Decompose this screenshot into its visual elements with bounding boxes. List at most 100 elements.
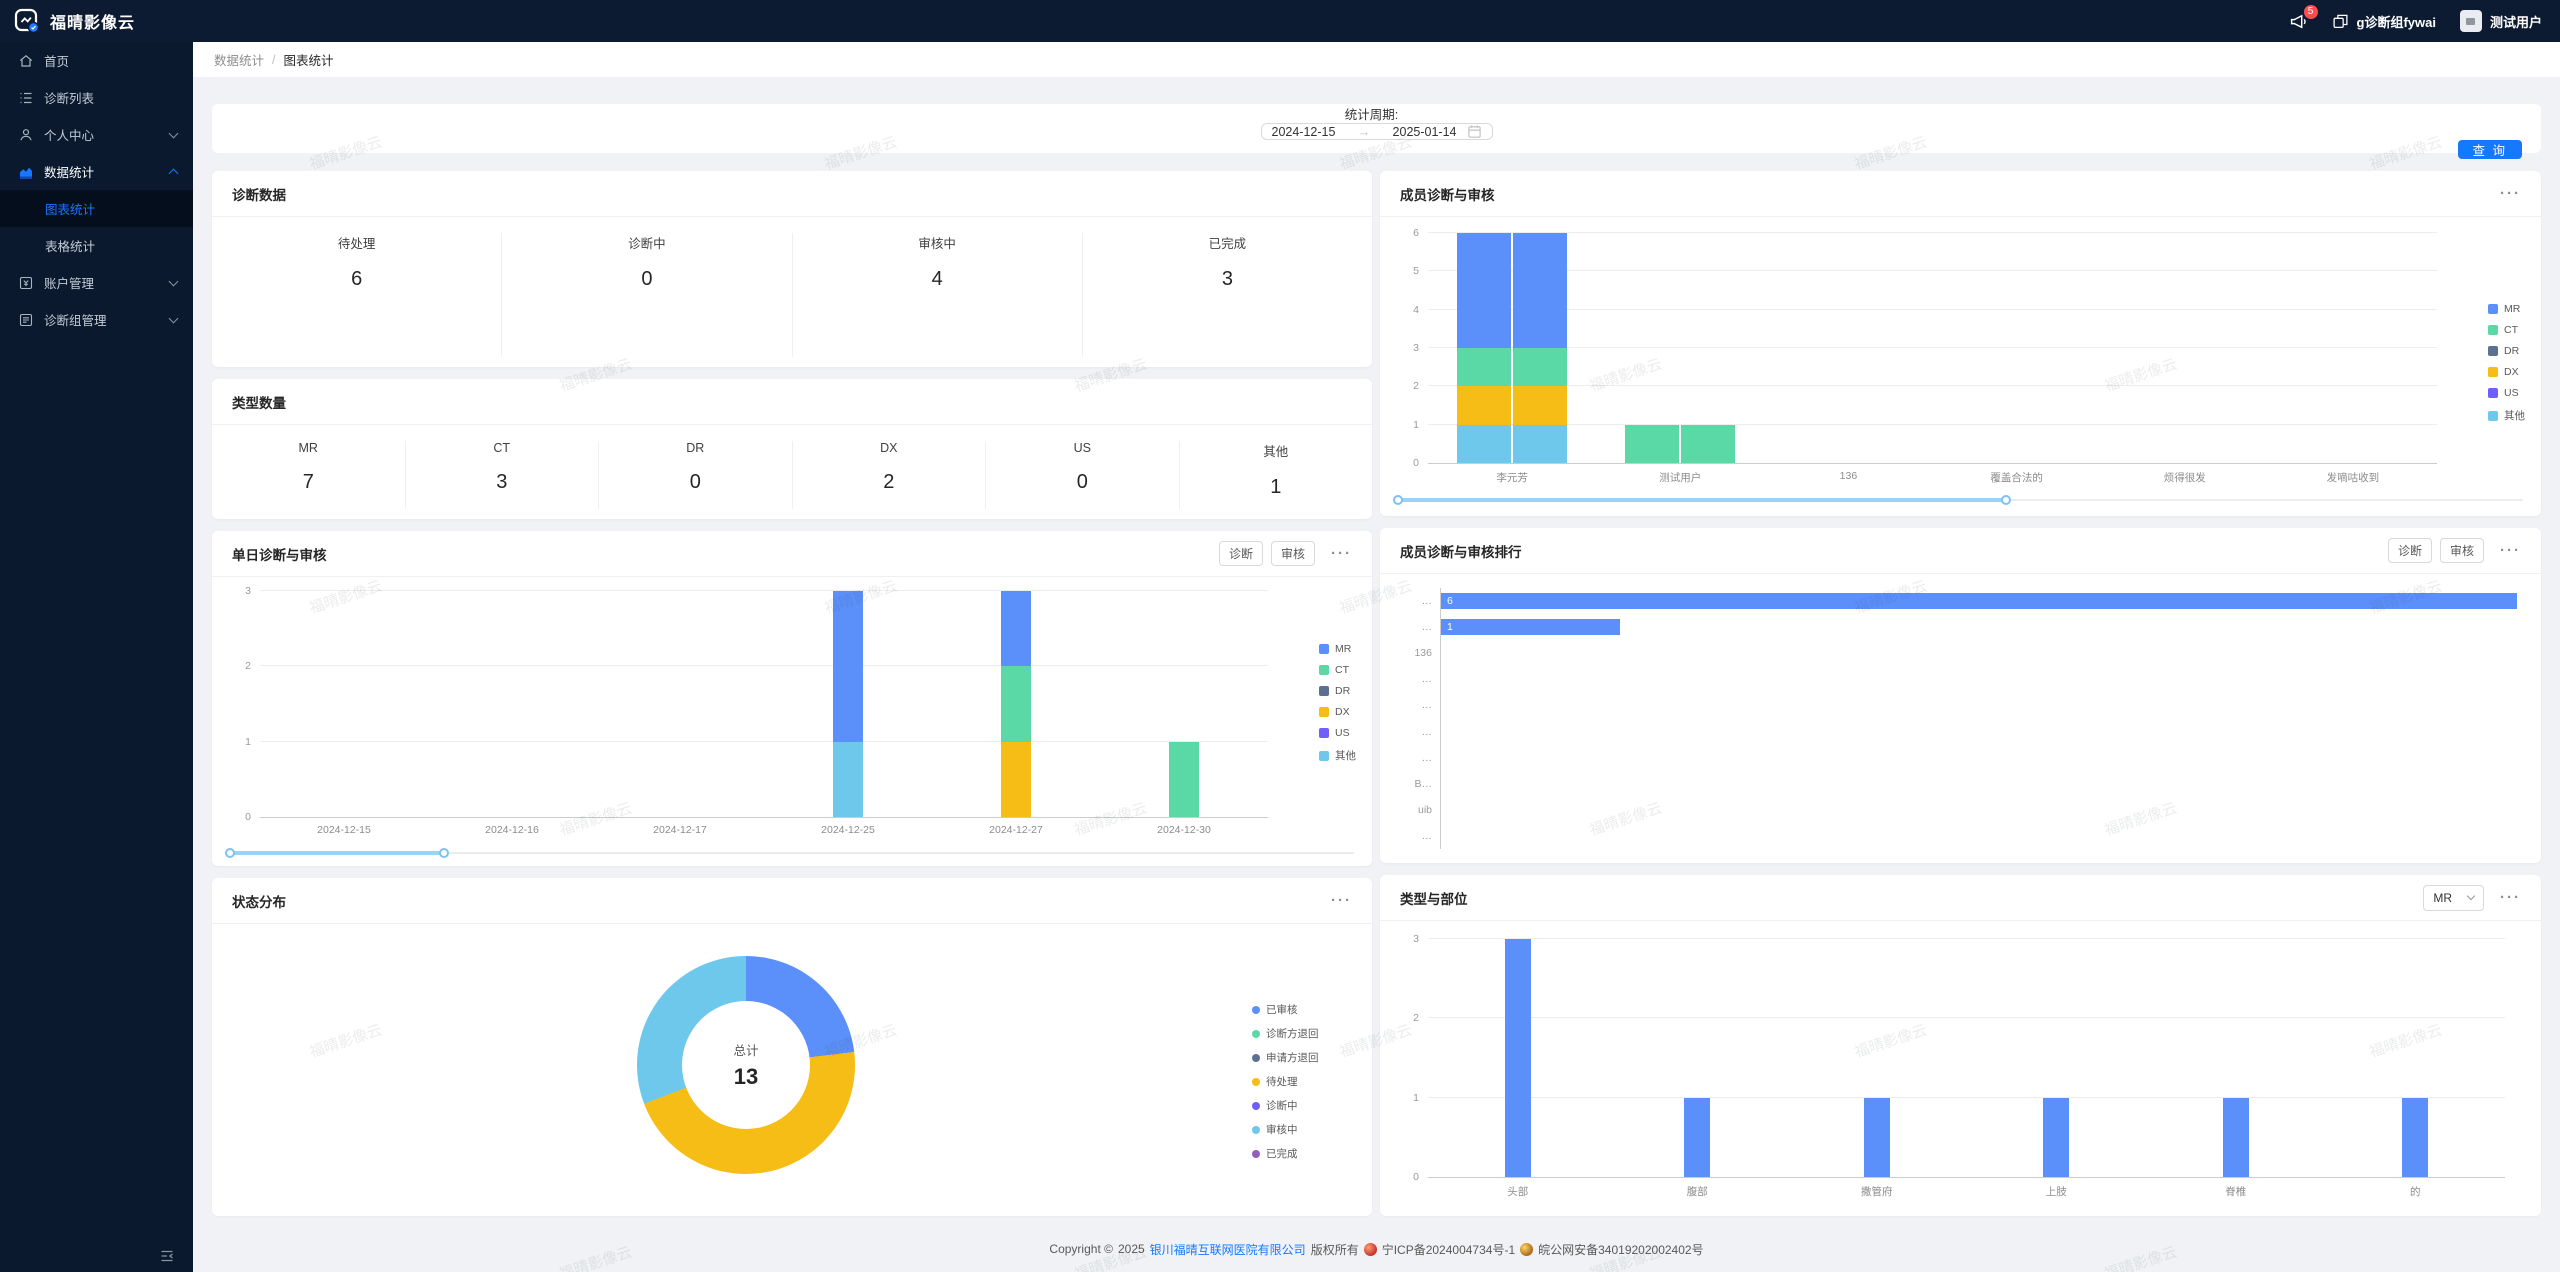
bar-segment [1863,1097,1890,1177]
legend-item[interactable]: MR [2488,303,2525,315]
legend-item[interactable]: US [2488,387,2525,399]
stat-value: 7 [302,471,314,493]
legend-item[interactable]: 审核中 [1252,1122,1319,1137]
gridline [1428,1096,2505,1098]
group-icon [18,312,34,328]
start-date-value[interactable]: 2024-12-15 [1271,124,1336,139]
legend-item[interactable]: 申请方退回 [1252,1050,1319,1065]
sidebar-item-table-statistics[interactable]: 表格统计 [0,227,193,264]
sidebar-item-personal-center[interactable]: 个人中心 [0,116,193,153]
stat-label: 待处理 [337,237,376,251]
chart-legend: MR CT DR DX US 其他 [2488,303,2525,423]
diagnosis-toggle-button[interactable]: 诊断 [1218,541,1263,566]
legend-label: DR [1335,685,1351,697]
legend-label: 已完成 [1266,1148,1298,1160]
sidebar-item-diagnosis-group-management[interactable]: 诊断组管理 [0,301,193,338]
review-toggle-button[interactable]: 审核 [2439,538,2484,563]
x-axis-label: 撒管府 [1861,1186,1893,1198]
legend-item[interactable]: 诊断中 [1252,1098,1319,1113]
date-range-picker[interactable]: 2024-12-15 → 2025-01-14 [1260,123,1493,140]
ranking-bar: 6 [1441,593,2517,610]
stat-label: DR [686,441,705,455]
gridline [260,590,1268,591]
more-icon[interactable]: ··· [1331,892,1352,909]
card-member-review: 成员诊断与审核 ··· 6 5 4 3 2 1 0 李元芳 测试用户 136 覆盖合法的 烦得很发 发嘀… [1380,171,2541,516]
legend-item[interactable]: 已完成 [1252,1146,1319,1161]
gridline [1428,385,2437,387]
x-axis-label: 测试用户 [1659,472,1702,484]
diagnosis-toggle-button[interactable]: 诊断 [2387,538,2432,563]
y-axis-tick: 4 [1413,303,1419,316]
legend-item[interactable]: DX [1319,706,1356,718]
sidebar-item-home[interactable]: 首页 [0,42,193,79]
chart-zoom-slider[interactable] [1393,494,2523,506]
modality-select[interactable]: MR [2423,884,2484,911]
review-toggle-button[interactable]: 审核 [1270,541,1315,566]
breadcrumb-parent[interactable]: 数据统计 [214,54,265,68]
legend-item[interactable]: MR [1319,643,1356,655]
area-chart-icon [18,164,34,180]
legend-item[interactable]: US [1319,727,1356,739]
end-date-value[interactable]: 2025-01-14 [1392,124,1457,139]
card-title: 类型与部位 [1400,891,1468,907]
slider-handle[interactable] [1393,495,1403,505]
user-menu[interactable]: 测试用户 [2459,10,2542,32]
gridline [1428,423,2437,425]
y-axis-tick: 2 [245,660,251,673]
slider-handle[interactable] [225,848,235,858]
more-icon[interactable]: ··· [2500,542,2521,559]
sidebar-collapse-button[interactable] [159,1248,175,1264]
legend-item[interactable]: DR [1319,685,1356,697]
bar [2222,1097,2249,1177]
icp-number[interactable]: 宁ICP备2024004734号-1 [1381,1242,1516,1257]
diagnosis-group-switcher[interactable]: g诊断组fywai [2332,12,2436,31]
sidebar-item-diagnosis-list[interactable]: 诊断列表 [0,79,193,116]
stat-item: 审核中 4 [793,233,1083,357]
legend-label: 申请方退回 [1266,1052,1319,1064]
overlapping-squares-icon [2332,13,2349,30]
stat-item: 其他 1 [1180,441,1373,509]
legend-item[interactable]: 已审核 [1252,1002,1319,1017]
notification-bell-button[interactable]: 5 [2289,3,2319,31]
bar-segment [1513,386,1568,425]
card-title: 单日诊断与审核 [232,547,327,563]
legend-item[interactable]: 诊断方退回 [1252,1026,1319,1041]
chart-zoom-slider[interactable] [225,847,1354,859]
bar-segment [2222,1097,2249,1177]
card-daily-review: 单日诊断与审核 诊断 审核 ··· 3 2 1 0 2024-12-15 2024-12-… [212,531,1372,866]
slider-handle[interactable] [438,848,449,858]
sidebar-item-data-statistics[interactable]: 数据统计 [0,153,193,190]
legend-item[interactable]: CT [1319,664,1356,676]
sidebar-item-chart-statistics[interactable]: 图表统计 [0,190,193,227]
x-axis-label: 李元芳 [1496,472,1528,484]
legend-item[interactable]: 待处理 [1252,1074,1319,1089]
stat-label: 已完成 [1208,237,1247,251]
ranking-row-label: 136 [1414,647,1432,660]
breadcrumb: 数据统计 / 图表统计 [193,42,2560,77]
bar [1684,1097,1711,1177]
more-icon[interactable]: ··· [2500,185,2521,202]
legend-item[interactable]: DR [2488,345,2525,357]
legend-item[interactable]: CT [2488,324,2525,336]
ranking-row-label: … [1421,621,1433,634]
police-number[interactable]: 皖公网安备34019202002402号 [1538,1242,1704,1257]
legend-item[interactable]: 其他 [1319,748,1356,763]
filter-label: 统计周期: [1344,108,1399,122]
legend-label: 已审核 [1266,1004,1298,1016]
slider-handle[interactable] [2000,495,2011,505]
legend-item[interactable]: 其他 [2488,408,2525,423]
ranking-row-label: … [1421,725,1433,738]
breadcrumb-current: 图表统计 [283,54,334,68]
x-axis-label: 覆盖合法的 [1990,472,2043,484]
more-icon[interactable]: ··· [1331,545,1352,562]
search-button[interactable]: 查 询 [2457,140,2522,159]
sidebar-item-label: 诊断组管理 [44,314,107,328]
company-link[interactable]: 银川福晴互联网医院有限公司 [1149,1242,1306,1257]
legend-item[interactable]: DX [2488,366,2525,378]
x-axis-label: 的 [2410,1186,2421,1198]
group-label: g诊断组fywai [2356,14,2436,30]
avatar [2459,10,2482,32]
sidebar-item-account-management[interactable]: 账户管理 [0,264,193,301]
more-icon[interactable]: ··· [2500,889,2521,906]
legend-label: DR [2504,345,2520,357]
